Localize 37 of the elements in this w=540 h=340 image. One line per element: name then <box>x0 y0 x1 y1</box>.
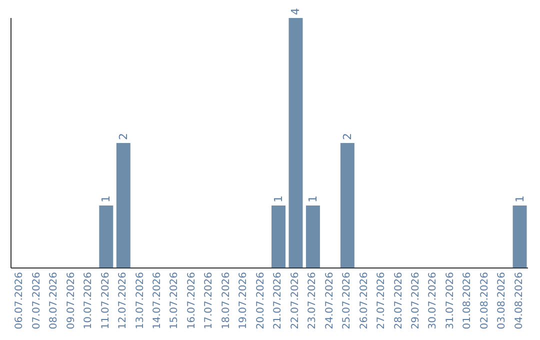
x-tick-label: 18.07.2026 <box>220 272 232 330</box>
x-tick-label: 13.07.2026 <box>134 272 146 330</box>
data-label: 2 <box>340 133 354 140</box>
x-tick-label: 17.07.2026 <box>204 272 215 330</box>
x-tick-label: 14.07.2026 <box>152 272 163 330</box>
data-label: 1 <box>100 196 113 202</box>
x-tick-label: 23.07.2026 <box>307 272 318 330</box>
x-tick-label: 20.07.2026 <box>255 272 266 330</box>
x-tick-label: 27.07.2026 <box>376 272 388 330</box>
x-tick-label: 12.07.2026 <box>118 272 129 330</box>
x-tick-label: 11.07.2026 <box>100 272 112 330</box>
data-label: 2 <box>116 133 130 140</box>
x-tick-label: 21.07.2026 <box>272 272 284 330</box>
x-tick-label: 06.07.2026 <box>14 272 26 330</box>
x-tick-label: 10.07.2026 <box>83 272 94 330</box>
data-label: 1 <box>306 196 320 202</box>
x-tick-label: 25.07.2026 <box>342 272 353 330</box>
x-tick-label: 22.07.2026 <box>290 272 301 330</box>
data-label: 4 <box>289 8 302 15</box>
x-tick-label: 29.07.2026 <box>410 272 422 330</box>
x-tick-label: 09.07.2026 <box>66 272 77 330</box>
x-tick-label: 31.07.2026 <box>444 272 456 330</box>
x-tick-label: 26.07.2026 <box>358 272 370 330</box>
x-tick-label: 08.07.2026 <box>48 272 60 330</box>
x-tick-label: 28.07.2026 <box>393 272 404 330</box>
data-label: 1 <box>513 196 526 202</box>
x-tick-label: 01.08.2026 <box>462 272 474 330</box>
x-tick-label: 07.07.2026 <box>31 272 42 330</box>
x-tick-label: 04.08.2026 <box>514 272 525 330</box>
x-tick-label: 30.07.2026 <box>428 272 439 330</box>
x-tick-label: 02.08.2026 <box>479 272 490 330</box>
x-tick-label: 19.07.2026 <box>238 272 250 330</box>
x-tick-label: 03.08.2026 <box>496 272 508 330</box>
x-tick-label: 24.07.2026 <box>324 272 336 330</box>
data-label: 1 <box>272 196 285 202</box>
x-tick-label: 15.07.2026 <box>169 272 180 330</box>
x-tick-label: 16.07.2026 <box>186 272 198 330</box>
